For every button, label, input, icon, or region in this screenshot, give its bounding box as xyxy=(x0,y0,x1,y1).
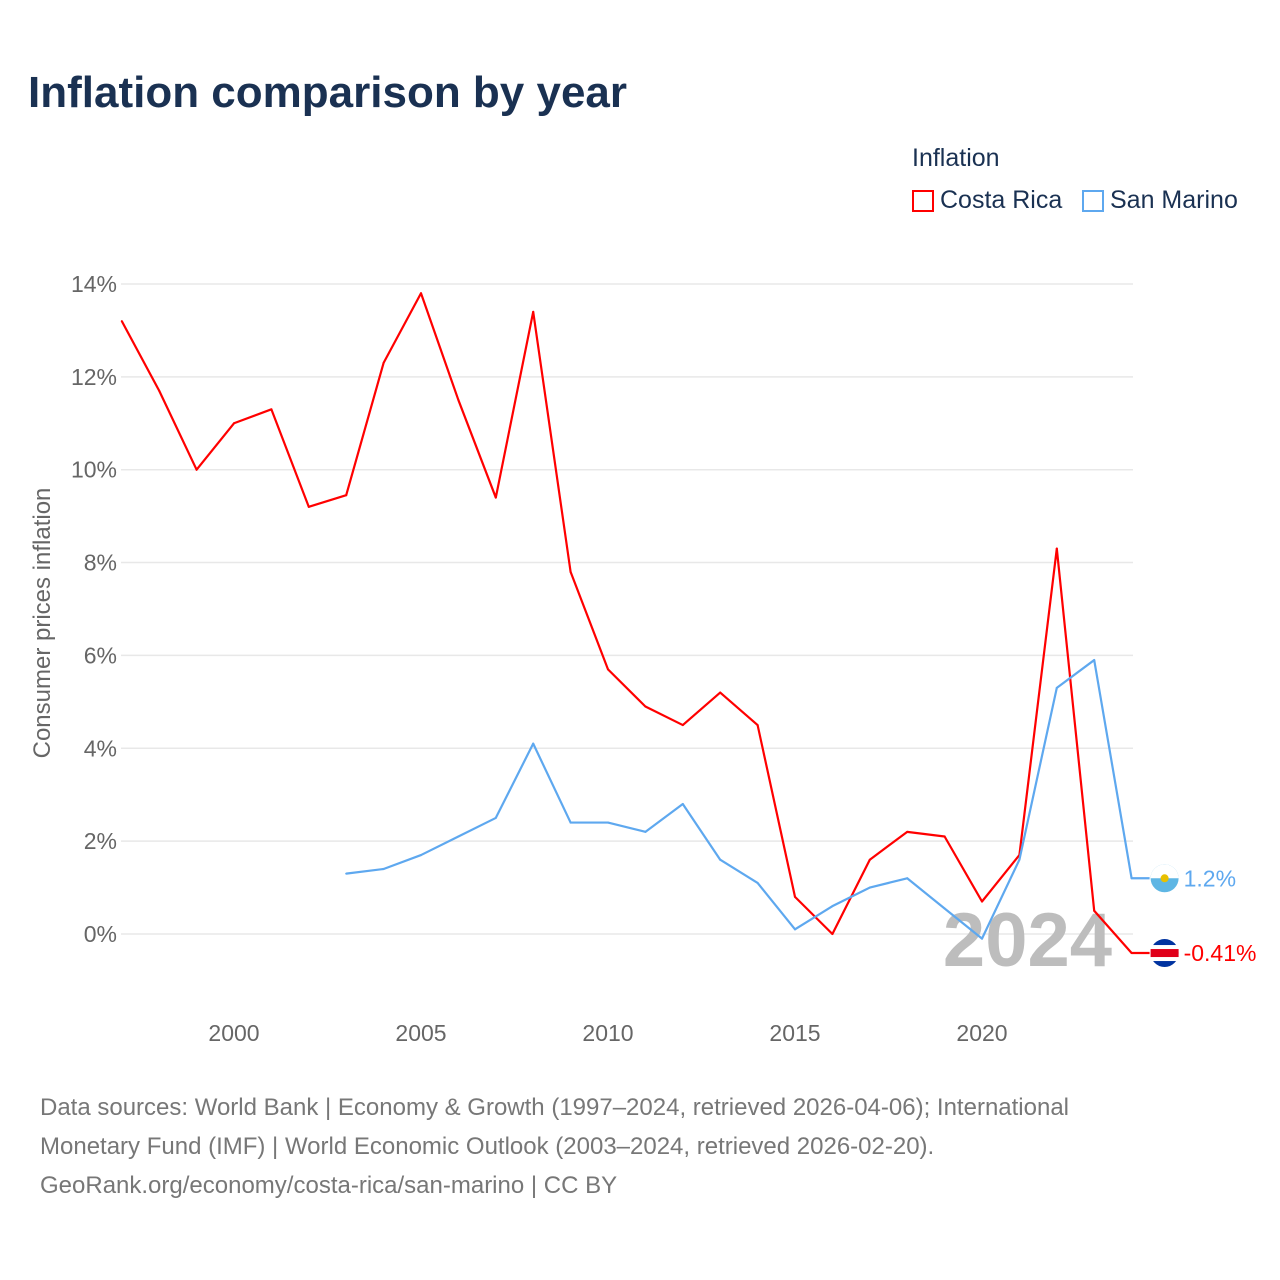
footer-line: Data sources: World Bank | Economy & Gro… xyxy=(40,1094,1070,1121)
data-point xyxy=(1018,858,1021,861)
legend-swatch-san-marino xyxy=(1082,189,1104,212)
data-point xyxy=(607,668,609,671)
data-point xyxy=(270,408,273,411)
legend-item-costa-rica[interactable]: Costa Rica xyxy=(912,186,1062,215)
data-point xyxy=(420,854,422,857)
legend-label: San Marino xyxy=(1110,186,1238,214)
flag-stripe xyxy=(1150,949,1179,958)
data-point xyxy=(943,907,946,910)
legend-title: Inflation xyxy=(912,144,1000,172)
data-point xyxy=(794,895,796,898)
data-point xyxy=(607,821,609,824)
legend-swatch-costa-rica xyxy=(912,189,934,212)
data-point xyxy=(457,399,460,402)
data-point xyxy=(382,361,385,364)
data-point xyxy=(382,867,385,870)
data-point xyxy=(307,505,310,508)
y-tick-label: 4% xyxy=(84,735,117,761)
data-point xyxy=(195,468,198,471)
x-tick-label: 2010 xyxy=(582,1020,633,1046)
y-tick-label: 0% xyxy=(84,921,117,947)
y-tick-label: 2% xyxy=(84,828,117,854)
data-point xyxy=(906,877,909,880)
data-point xyxy=(1055,686,1058,689)
data-point xyxy=(644,705,647,708)
data-point xyxy=(569,821,572,824)
data-point xyxy=(1055,547,1058,550)
data-point xyxy=(681,724,684,727)
data-point xyxy=(420,292,422,295)
data-point xyxy=(1130,952,1133,955)
data-point xyxy=(345,872,348,875)
y-tick-label: 10% xyxy=(71,457,117,483)
data-point xyxy=(868,886,871,889)
y-tick-label: 14% xyxy=(71,271,117,297)
data-point xyxy=(1093,909,1096,912)
x-tick-label: 2005 xyxy=(395,1020,446,1046)
data-point xyxy=(644,830,647,833)
footer-line: Monetary Fund (IMF) | World Economic Out… xyxy=(40,1133,935,1160)
x-tick-label: 2020 xyxy=(956,1020,1007,1046)
year-watermark: 2024 xyxy=(943,898,1112,983)
x-tick-label: 2015 xyxy=(769,1020,820,1046)
data-point xyxy=(794,928,796,931)
data-point xyxy=(681,802,684,805)
data-point xyxy=(868,858,871,861)
y-tick-label: 12% xyxy=(71,364,117,390)
flag-stripe xyxy=(1150,864,1179,879)
end-value-label: 1.2% xyxy=(1184,865,1236,891)
data-point xyxy=(532,310,535,313)
data-point xyxy=(120,320,123,323)
y-tick-label: 8% xyxy=(84,550,117,576)
data-point xyxy=(569,570,572,573)
data-point xyxy=(831,905,834,908)
data-point xyxy=(457,835,460,838)
legend-item-san-marino[interactable]: San Marino xyxy=(1082,186,1238,215)
legend-label: Costa Rica xyxy=(940,186,1063,214)
footer-link[interactable]: GeoRank.org/economy/costa-rica/san-marin… xyxy=(40,1172,618,1199)
end-value-label: -0.41% xyxy=(1184,940,1257,966)
footer-sources: Data sources: World Bank | Economy & Gro… xyxy=(40,1088,1240,1205)
series-line-costa-rica xyxy=(120,292,1150,955)
data-point xyxy=(532,742,535,745)
data-point xyxy=(906,830,909,833)
data-point xyxy=(1130,877,1133,880)
data-point xyxy=(831,933,834,935)
data-point xyxy=(345,494,348,497)
y-tick-label: 6% xyxy=(84,642,117,668)
data-point xyxy=(719,858,722,861)
data-point xyxy=(756,881,759,884)
flag-emblem xyxy=(1160,874,1169,883)
series-line-san-marino xyxy=(346,658,1150,940)
data-point xyxy=(494,816,497,819)
data-point xyxy=(981,900,983,903)
data-point xyxy=(981,937,983,940)
x-tick-label: 2000 xyxy=(208,1020,259,1046)
data-point xyxy=(756,724,759,727)
y-axis-label: Consumer prices inflation xyxy=(29,488,56,759)
data-point xyxy=(158,389,161,392)
data-point xyxy=(494,496,497,499)
data-point xyxy=(943,835,946,838)
data-point xyxy=(1093,659,1096,662)
data-point xyxy=(719,691,722,694)
page-title: Inflation comparison by year xyxy=(28,68,628,117)
data-point xyxy=(233,422,235,425)
